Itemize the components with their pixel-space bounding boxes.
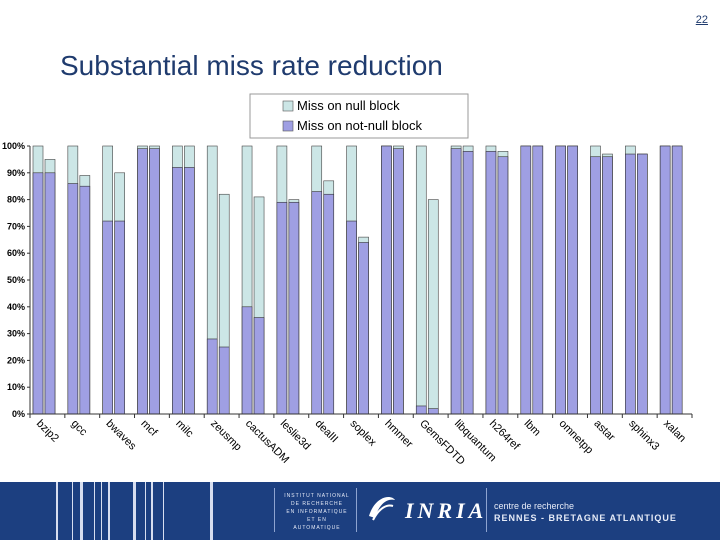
bar-not-null-milc-1 bbox=[172, 167, 183, 415]
footer-band: INSTITUT NATIONAL DE RECHERCHE EN INFORM… bbox=[0, 482, 720, 540]
x-tick-label: zeusmp bbox=[208, 418, 244, 454]
y-tick-label: 60% bbox=[7, 248, 25, 258]
bar-not-null-leslie3d-1 bbox=[276, 201, 288, 415]
y-tick-label: 70% bbox=[7, 221, 25, 231]
x-tick-label: xalan bbox=[661, 418, 688, 445]
bar-not-null-hmmer-2 bbox=[393, 148, 404, 415]
bar-not-null-mcf-2 bbox=[149, 148, 160, 415]
x-tick-label: hmmer bbox=[382, 418, 415, 451]
bar-not-null-soplex-1 bbox=[346, 220, 357, 415]
bar-not-null-dealII-2 bbox=[323, 193, 335, 415]
bar-not-null-milc-2 bbox=[184, 167, 195, 415]
legend-swatch-null bbox=[282, 100, 294, 112]
legend-swatch-not-null bbox=[282, 120, 294, 132]
bar-not-null-omnetpp-2 bbox=[567, 145, 578, 415]
x-tick-label: bwaves bbox=[104, 418, 139, 453]
slide-number: 22 bbox=[695, 14, 708, 26]
bar-not-null-gcc-2 bbox=[79, 185, 91, 415]
x-tick-label: sphinx3 bbox=[626, 418, 661, 453]
bar-not-null-hmmer-1 bbox=[381, 145, 392, 415]
legend-label-null: Miss on null block bbox=[297, 98, 400, 113]
y-tick-label: 50% bbox=[7, 275, 25, 285]
bar-not-null-xalan-1 bbox=[659, 145, 671, 415]
bar-not-null-astar-2 bbox=[602, 156, 613, 415]
y-tick-label: 30% bbox=[7, 329, 25, 339]
bar-not-null-soplex-2 bbox=[358, 242, 369, 415]
bar-not-null-bwaves-1 bbox=[102, 220, 113, 415]
y-tick-label: 20% bbox=[7, 355, 25, 365]
x-tick-label: omnetpp bbox=[557, 418, 596, 457]
bar-not-null-zeusmp-2 bbox=[218, 346, 230, 415]
bar-not-null-omnetpp-1 bbox=[555, 145, 566, 415]
x-tick-label: mcf bbox=[138, 418, 160, 440]
y-tick-label: 80% bbox=[7, 195, 25, 205]
bar-not-null-bzip2-2 bbox=[44, 172, 56, 415]
x-tick-label: milc bbox=[173, 418, 196, 441]
bar-not-null-sphinx3-2 bbox=[637, 153, 648, 415]
bar-not-null-GemsFDTD-1 bbox=[415, 405, 427, 415]
bar-not-null-h264ref-1 bbox=[485, 151, 497, 415]
bar-not-null-xalan-2 bbox=[671, 145, 683, 415]
bar-not-null-astar-1 bbox=[590, 156, 601, 415]
bar-not-null-gcc-1 bbox=[67, 183, 79, 415]
bar-not-null-mcf-1 bbox=[137, 148, 148, 415]
miss-rate-chart: Miss on null block Miss on not-null bloc… bbox=[2, 93, 693, 468]
bar-not-null-zeusmp-1 bbox=[206, 338, 218, 415]
x-tick-label: gcc bbox=[69, 418, 90, 439]
bar-not-null-GemsFDTD-2 bbox=[427, 408, 439, 415]
bar-not-null-sphinx3-1 bbox=[625, 153, 636, 415]
y-axis: 0% 10% 20% 30% 40% 50% 60% 70% 80% 90% 100% bbox=[2, 141, 31, 419]
bar-not-null-dealII-1 bbox=[311, 191, 323, 415]
y-tick-label: 10% bbox=[7, 382, 25, 392]
legend-label-not-null: Miss on not-null block bbox=[297, 118, 422, 133]
x-tick-label: lbm bbox=[522, 418, 543, 439]
bar-not-null-lbm-1 bbox=[520, 145, 532, 415]
inria-logo-icon bbox=[369, 497, 395, 521]
y-tick-label: 100% bbox=[2, 141, 25, 151]
bar-not-null-cactusADM-2 bbox=[253, 317, 265, 415]
y-tick-label: 0% bbox=[12, 409, 25, 419]
research-centre: centre de recherche RENNES - BRETAGNE AT… bbox=[494, 501, 677, 523]
x-tick-label: dealII bbox=[313, 418, 341, 446]
bar-null-GemsFDTD-2 bbox=[427, 199, 439, 415]
bar-not-null-libquantum-1 bbox=[450, 148, 462, 415]
x-axis: bzip2 gcc bwaves mcf milc zeusmp cactusADMlesl… bbox=[29, 413, 693, 468]
x-tick-label: soplex bbox=[347, 418, 378, 449]
bar-not-null-h264ref-2 bbox=[497, 156, 509, 415]
bar-null-GemsFDTD-1 bbox=[415, 145, 427, 415]
x-tick-label: astar bbox=[591, 418, 617, 444]
bar-not-null-lbm-2 bbox=[532, 145, 544, 415]
institute-name: INSTITUT NATIONAL DE RECHERCHE EN INFORM… bbox=[284, 493, 350, 531]
bar-not-null-bwaves-2 bbox=[114, 220, 125, 415]
bars bbox=[32, 145, 683, 415]
brand-name: INRIA bbox=[405, 498, 488, 523]
y-tick-label: 40% bbox=[7, 302, 25, 312]
slide-title: Substantial miss rate reduction bbox=[60, 50, 443, 81]
x-tick-label: leslie3d bbox=[278, 418, 313, 453]
bar-not-null-leslie3d-2 bbox=[288, 201, 300, 415]
bar-not-null-libquantum-2 bbox=[462, 151, 474, 415]
x-tick-label: h264ref bbox=[487, 418, 523, 454]
x-tick-label: bzip2 bbox=[34, 418, 61, 445]
bar-not-null-cactusADM-1 bbox=[241, 306, 253, 415]
bar-not-null-bzip2-1 bbox=[32, 172, 44, 415]
y-tick-label: 90% bbox=[7, 168, 25, 178]
